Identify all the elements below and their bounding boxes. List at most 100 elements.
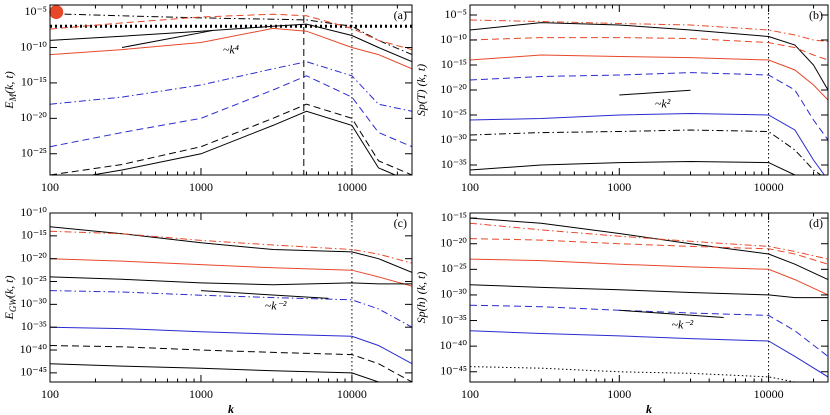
plot-area	[50, 213, 412, 382]
plot-area	[470, 213, 828, 382]
y-axis-label: Sp(h) (k, t)	[414, 272, 428, 324]
panel: 100 1000 10000 10⁻⁵ 10⁻¹⁰ 10⁻¹⁵ 10⁻²⁰ 10⁻²⁵ 10⁻³…	[414, 4, 829, 194]
x-tick-label: 1000	[607, 387, 631, 401]
y-tick-label: 10⁻¹⁵	[21, 228, 47, 242]
x-tick-label: 10000	[754, 387, 784, 401]
guide-line	[121, 29, 214, 48]
x-tick-label: 100	[41, 180, 59, 194]
series-line	[89, 110, 397, 175]
axes-frame	[49, 4, 413, 176]
y-axis-label: EM(k, t)	[2, 71, 18, 110]
guide-label: ~k⁻²	[671, 318, 693, 332]
guide-line	[200, 290, 329, 299]
series-line	[470, 238, 828, 265]
y-tick-label: 10⁻¹⁵	[441, 210, 467, 224]
x-tick-label: 1000	[189, 180, 213, 194]
x-axis-label: k	[228, 402, 234, 415]
series-line	[470, 284, 828, 299]
y-tick-label: 10⁻¹⁰	[20, 205, 47, 219]
y-tick-label: 10⁻⁴⁰	[440, 338, 468, 352]
y-tick-label: 10⁻¹⁵	[21, 75, 47, 89]
y-tick-label: 10⁻²⁰	[440, 235, 467, 249]
x-tick-label: 100	[461, 180, 479, 194]
series-line	[50, 276, 412, 286]
guide-label: ~k⁻²	[265, 298, 287, 312]
series-line	[50, 230, 412, 264]
series-line	[470, 258, 828, 296]
series-line	[50, 103, 412, 175]
series-line	[50, 363, 383, 382]
y-label-sub: GW	[8, 297, 18, 312]
y-tick-label: 10⁻³⁰	[440, 287, 467, 301]
y-tick-label: 10⁻²⁰	[20, 250, 47, 264]
series-line	[470, 112, 825, 175]
guide-line	[619, 309, 724, 318]
axes-frame	[469, 212, 829, 383]
y-tick-label: 10⁻¹⁵	[441, 57, 467, 71]
y-tick-label: 10⁻⁴⁵	[440, 364, 467, 378]
series-line	[50, 75, 412, 148]
y-tick-label: 10⁻¹⁰	[20, 39, 47, 53]
panel: 100 1000 10000 10⁻¹⁵ 10⁻²⁰ 10⁻²⁵ 10⁻³⁰ 10⁻³⁵ 10⁻…	[414, 210, 829, 415]
y-tick-label: 10⁻³⁵	[441, 312, 467, 326]
y-tick-label: 10⁻²⁰	[440, 82, 467, 96]
axes-frame	[469, 4, 829, 176]
series-line	[50, 290, 412, 328]
y-tick-label: 10⁻³⁰	[20, 296, 47, 310]
x-tick-label: 10000	[337, 180, 367, 194]
y-label-main: E	[2, 101, 16, 110]
y-label-main: E	[2, 312, 16, 321]
series-line	[470, 22, 828, 91]
y-axis-label: Sp(T) (k, t)	[414, 64, 428, 116]
guide-label: ~k⁴	[223, 43, 239, 57]
y-tick-label: 10⁻³⁵	[21, 319, 47, 333]
panel-label: (c)	[394, 216, 407, 230]
marker	[49, 5, 64, 20]
y-tick-label: 10⁻¹⁰	[440, 32, 467, 46]
panel-label: (d)	[809, 216, 823, 230]
y-label-rest: (k, t)	[2, 276, 16, 299]
y-label-rest: (k, t)	[2, 71, 16, 94]
series-line	[470, 54, 828, 101]
series-line	[50, 61, 412, 112]
series-line	[470, 222, 828, 260]
series-line	[50, 226, 412, 273]
series-line	[50, 258, 412, 287]
series-line	[50, 345, 412, 382]
y-tick-label: 10⁻²⁵	[441, 261, 467, 275]
x-tick-label: 1000	[607, 180, 631, 194]
series-line	[470, 72, 828, 141]
panel: 100 1000 10000 10⁻¹⁰ 10⁻¹⁵ 10⁻²⁰ 10⁻²⁵ 10⁻³⁰ 10⁻…	[2, 205, 413, 415]
series-line	[50, 23, 412, 63]
y-tick-label: 10⁻²⁵	[441, 107, 467, 121]
y-tick-label: 10⁻²⁵	[21, 273, 47, 287]
series-line	[470, 160, 797, 175]
series-line	[470, 330, 828, 378]
x-axis-label: k	[646, 402, 652, 415]
y-tick-label: 10⁻⁴⁵	[20, 365, 47, 379]
axes-frame	[49, 212, 413, 383]
series-line	[470, 304, 828, 357]
y-tick-label: 10⁻²⁰	[20, 110, 47, 124]
y-tick-label: 10⁻³⁵	[441, 157, 467, 171]
y-tick-label: 10⁻²⁵	[21, 146, 47, 160]
y-tick-label: 10⁻⁴⁰	[20, 342, 48, 356]
y-label-sub: M	[8, 93, 18, 102]
y-tick-label: 10⁻³⁰	[440, 132, 467, 146]
series-line	[470, 217, 828, 281]
plot-area	[470, 5, 828, 175]
x-tick-label: 100	[41, 387, 59, 401]
panel-label: (b)	[809, 8, 823, 22]
panel: 100 1000 10000 10⁻⁵ 10⁻¹⁰ 10⁻¹⁵ 10⁻²⁰ 10⁻²⁵ ~k⁴ (…	[2, 4, 413, 194]
guide-line	[619, 89, 691, 96]
plot-area	[50, 5, 412, 175]
series-line	[470, 129, 822, 175]
x-tick-label: 1000	[189, 387, 213, 401]
guide-label: ~k²	[655, 96, 671, 110]
y-tick-label: 10⁻⁵	[24, 4, 47, 18]
x-tick-label: 10000	[754, 180, 784, 194]
y-axis-label: EGW(k, t)	[2, 276, 18, 321]
series-line	[50, 326, 412, 365]
x-tick-label: 100	[461, 387, 479, 401]
